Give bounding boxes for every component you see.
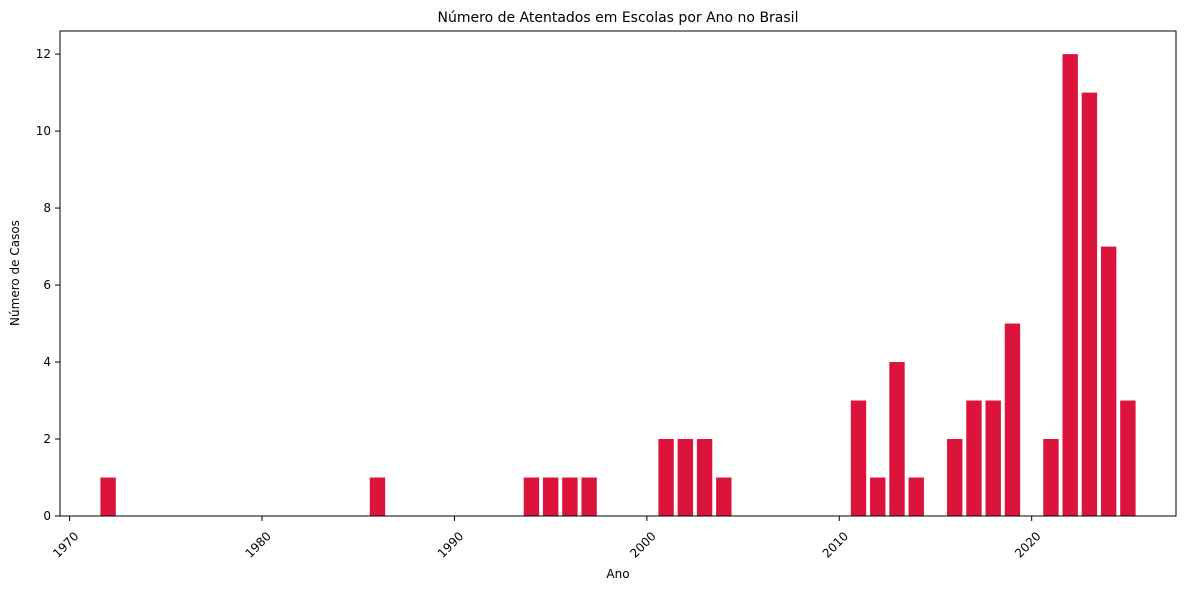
bar-1986 — [369, 477, 386, 516]
bar-1996 — [562, 477, 578, 516]
bar-2014 — [908, 477, 924, 516]
bar-2012 — [870, 477, 886, 516]
x-tick-label-1980: 1980 — [242, 529, 273, 560]
y-tick-label-4: 4 — [43, 355, 51, 369]
y-tick-label-2: 2 — [43, 432, 51, 446]
y-axis-ticks: 0 2 4 6 8 10 12 — [36, 47, 60, 523]
x-tick-label-1990: 1990 — [435, 529, 466, 560]
bar-2003 — [696, 439, 713, 516]
x-tick-label-1970: 1970 — [50, 529, 81, 560]
bar-2023 — [1081, 92, 1098, 516]
x-axis-label: Ano — [606, 567, 629, 581]
bar-2016 — [947, 439, 963, 516]
chart-title: Número de Atentados em Escolas por Ano n… — [438, 10, 799, 26]
bar-1994 — [523, 477, 540, 516]
bar-2004 — [716, 477, 732, 516]
x-tick-label-2020: 2020 — [1012, 529, 1043, 560]
x-tick-label-2000: 2000 — [627, 529, 658, 560]
bar-2018 — [985, 400, 1001, 516]
bar-1997 — [581, 477, 597, 516]
bar-2022 — [1062, 54, 1078, 516]
bar-2024 — [1100, 246, 1117, 516]
bar-2013 — [889, 362, 905, 516]
plot-frame — [59, 30, 1177, 517]
x-tick-label-2010: 2010 — [820, 529, 851, 560]
bars-group — [100, 54, 1136, 516]
y-tick-label-10: 10 — [36, 124, 51, 138]
bar-2021 — [1043, 439, 1059, 516]
y-axis-label: Número de Casos — [8, 220, 22, 326]
bar-2019 — [1004, 323, 1021, 516]
bar-1995 — [542, 477, 559, 516]
y-tick-label-0: 0 — [43, 509, 51, 523]
y-tick-label-8: 8 — [43, 201, 51, 215]
bar-2025 — [1120, 400, 1136, 516]
bar-2011 — [850, 400, 867, 516]
y-tick-label-6: 6 — [43, 278, 51, 292]
bar-1972 — [100, 477, 116, 516]
y-tick-label-12: 12 — [36, 47, 51, 61]
x-axis-ticks: 1970 1980 1990 2000 2010 2020 — [50, 516, 1044, 561]
bar-2002 — [677, 439, 694, 516]
bar-2017 — [966, 400, 982, 516]
bar-2001 — [658, 439, 674, 516]
